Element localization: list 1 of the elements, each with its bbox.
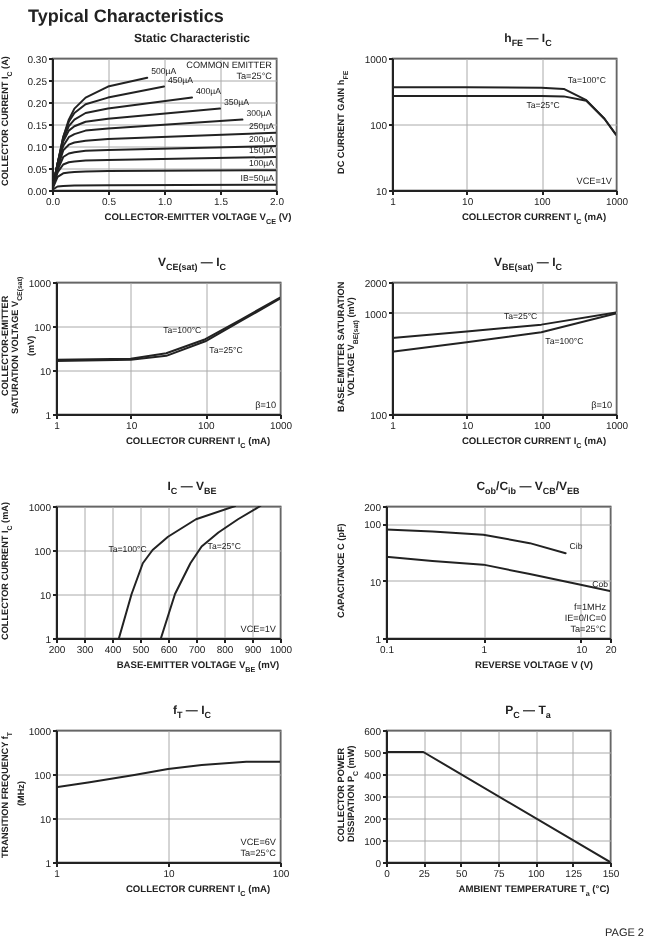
text: Typical Characteristics	[28, 6, 224, 26]
